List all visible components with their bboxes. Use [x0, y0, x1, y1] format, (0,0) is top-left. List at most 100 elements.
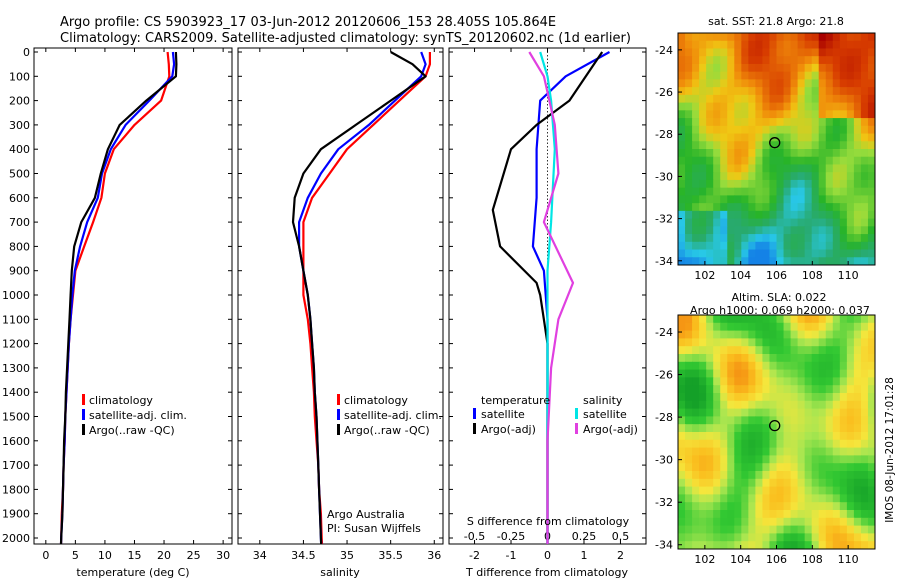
sst-cell: [720, 79, 728, 88]
sst-cell: [825, 172, 834, 181]
temperature-series-argo-raw-qc-: [59, 51, 178, 544]
sla-cell: [713, 494, 721, 503]
sla-cell: [685, 385, 693, 394]
sla-cell: [727, 447, 735, 456]
sst-cell: [748, 48, 756, 57]
sst-cell: [776, 40, 785, 50]
sst-cell: [818, 94, 827, 104]
sst-cell: [727, 203, 735, 212]
sst-cell: [860, 187, 869, 196]
sst-cell: [727, 141, 735, 150]
sla-cell: [832, 361, 841, 371]
sla-cell: [811, 408, 820, 417]
sst-cell: [860, 94, 869, 104]
sla-cell: [846, 424, 855, 433]
sla-cell: [818, 408, 827, 417]
sst-cell: [699, 71, 707, 80]
sst-cell: [685, 226, 693, 235]
sst-cell: [713, 102, 721, 111]
sst-cell: [727, 226, 735, 235]
sst-cell: [755, 33, 764, 42]
sla-cell: [790, 447, 799, 456]
sla-cell: [741, 502, 749, 511]
sst-cell: [748, 179, 756, 189]
sla-cell: [699, 447, 707, 456]
sla-cell: [678, 354, 686, 363]
sst-cell: [867, 210, 875, 220]
sst-cell: [678, 218, 686, 227]
sst-cell: [797, 226, 806, 235]
sla-cell: [776, 478, 785, 488]
sst-cell: [783, 249, 792, 258]
sla-cell: [867, 455, 875, 464]
difference-xtick-label: 1: [580, 549, 587, 562]
sla-cell: [713, 322, 721, 332]
sst-cell: [713, 56, 721, 65]
sla-cell: [706, 315, 714, 324]
sst-cell: [713, 249, 721, 258]
sst-cell: [748, 172, 756, 181]
sla-cell: [811, 385, 820, 394]
sla-cell: [853, 385, 862, 394]
sst-cell: [860, 40, 869, 50]
sst-cell: [699, 87, 707, 96]
sla-cell: [706, 346, 714, 355]
sst-cell: [720, 156, 728, 166]
sst-cell: [860, 257, 869, 265]
sst-cell: [867, 241, 875, 251]
sla-cell: [699, 416, 707, 425]
sst-cell: [811, 94, 820, 104]
sla-cell: [734, 525, 742, 534]
sst-cell: [783, 141, 792, 150]
sla-cell: [769, 439, 778, 449]
sst-cell: [853, 63, 862, 73]
sla-cell: [755, 424, 764, 433]
sla-cell: [713, 377, 721, 386]
sla-cell: [783, 517, 792, 527]
sla-cell: [769, 533, 778, 542]
sla-cell: [748, 502, 756, 511]
sst-cell: [832, 156, 841, 166]
sla-cell: [832, 322, 841, 332]
sst-cell: [797, 164, 806, 173]
sla-cell: [846, 322, 855, 332]
sst-cell: [685, 172, 693, 181]
sst-cell: [755, 241, 764, 251]
sst-cell: [762, 40, 771, 50]
sla-cell: [755, 486, 764, 495]
sla-cell: [825, 416, 834, 425]
sla-cell: [685, 400, 693, 410]
sla-cell: [734, 502, 742, 511]
sla-cell: [762, 369, 771, 378]
legend-swatch-satellite-adj: [337, 409, 340, 420]
sla-cell: [706, 478, 714, 488]
sst-cell: [727, 110, 735, 119]
sst-cell: [762, 234, 771, 243]
sla-cell: [804, 432, 813, 441]
sst-cell: [797, 94, 806, 104]
sst-cell: [783, 187, 792, 196]
sla-cell: [678, 525, 686, 534]
sla-cell: [846, 408, 855, 417]
salinity-xtick-label: 36: [427, 549, 441, 562]
sst-cell: [776, 218, 785, 227]
sla-cell: [832, 510, 841, 519]
sst-cell: [825, 210, 834, 220]
sla-cell: [797, 416, 806, 425]
sla-cell: [748, 322, 756, 332]
sst-cell: [685, 141, 693, 150]
sla-cell: [678, 346, 686, 355]
sst-cell: [706, 241, 714, 251]
sla-cell: [797, 471, 806, 480]
sla-cell: [790, 416, 799, 425]
sst-cell: [846, 164, 855, 173]
sst-cell: [720, 110, 728, 119]
difference-top-tick-label: -0.25: [497, 530, 525, 543]
sst-cell: [818, 33, 827, 42]
sla-cell: [734, 494, 742, 503]
sst-cell: [748, 156, 756, 166]
sla-cell: [867, 346, 875, 355]
sst-cell: [846, 125, 855, 135]
sst-cell: [769, 149, 778, 158]
sst-cell: [867, 257, 875, 265]
